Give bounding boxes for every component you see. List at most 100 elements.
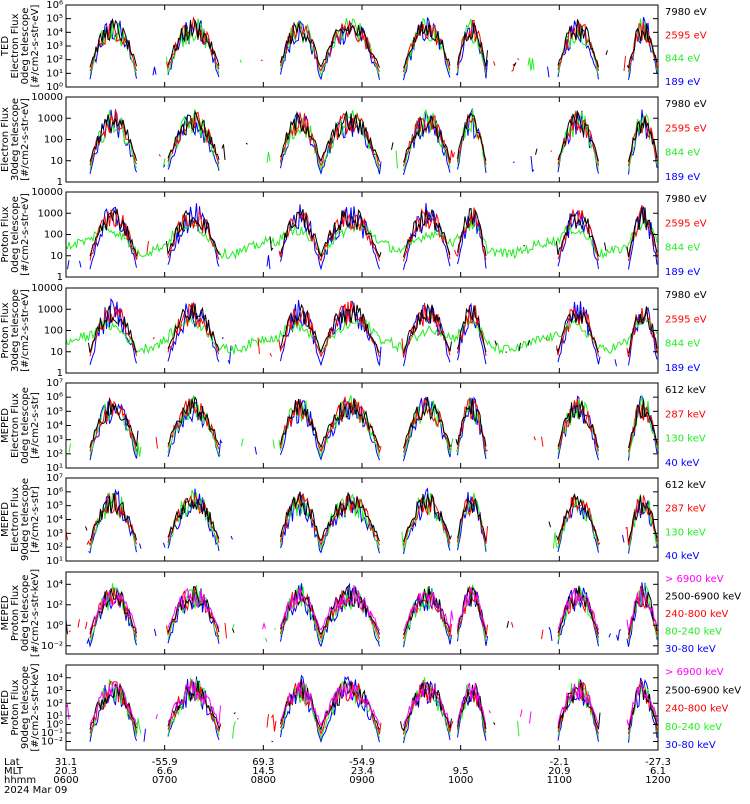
y-tick-label: 1000 bbox=[38, 208, 63, 219]
legend-entry: 80-240 keV bbox=[665, 627, 722, 638]
legend-entry: 80-240 keV bbox=[665, 722, 722, 733]
y-tick-label: 1 bbox=[57, 272, 63, 283]
legend-entry: 7980 eV bbox=[665, 7, 707, 18]
y-axis-label: MEPED bbox=[0, 595, 11, 630]
y-tick-label: 10² bbox=[46, 449, 63, 460]
y-tick-label: 10⁴ bbox=[46, 515, 63, 526]
y-axis-label: [#/cm2-s-str-keV] bbox=[30, 663, 41, 751]
y-tick-label: 100 bbox=[44, 230, 63, 241]
y-tick-label: 10¹ bbox=[46, 556, 63, 567]
y-axis-label: [#/cm2-s-str-keV] bbox=[30, 569, 41, 657]
series-trace bbox=[89, 395, 658, 449]
y-axis-label: MEPED bbox=[0, 408, 11, 443]
hhmm-label: hhmm bbox=[4, 775, 36, 786]
legend-entry: 287 keV bbox=[665, 409, 706, 420]
legend-entry: 287 keV bbox=[665, 504, 706, 515]
y-tick-label: 10⁴ bbox=[46, 673, 63, 684]
panel-frame bbox=[65, 287, 659, 374]
y-tick-label: 10⁻² bbox=[41, 641, 63, 652]
legend-entry: 844 eV bbox=[665, 339, 700, 350]
lat-value: -54.9 bbox=[349, 757, 375, 768]
y-axis-label: 0deg telescope bbox=[20, 8, 31, 85]
y-axis-label: Electron Flux bbox=[10, 393, 21, 458]
y-tick-label: 100 bbox=[44, 326, 63, 337]
series-trace bbox=[65, 314, 658, 355]
series-trace bbox=[89, 587, 658, 632]
panel-3: 1 10 100 1000 10000 Proton Flux 0deg telescope… bbox=[0, 187, 707, 283]
legend-entry: 130 keV bbox=[665, 434, 706, 445]
panel-5: 10¹ 10² 10³ 10⁴ 10⁵ 10⁶ 10⁷ MEPED Electron Flux 0… bbox=[0, 378, 706, 474]
y-axis-label: [#/cm2-s-str-eV] bbox=[20, 289, 31, 372]
legend-entry: 7980 eV bbox=[665, 99, 707, 110]
y-axis-label: Proton Flux bbox=[10, 585, 21, 641]
legend-entry: 30-80 keV bbox=[665, 644, 716, 655]
mlt-value: 23.4 bbox=[351, 766, 373, 777]
y-axis-label: [#/cm2-s-str-eV] bbox=[30, 5, 41, 88]
legend-entry: 612 keV bbox=[665, 385, 706, 396]
date-label: 2024 Mar 09 bbox=[4, 785, 67, 796]
lat-value: -27.3 bbox=[645, 757, 671, 768]
y-tick-label: 1000 bbox=[38, 304, 63, 315]
y-tick-label: 10 bbox=[50, 156, 63, 167]
y-tick-label: 10 bbox=[50, 251, 63, 262]
mlt-value: 20.3 bbox=[55, 766, 77, 777]
y-axis-label: 30deg telescope bbox=[10, 98, 21, 181]
hhmm-value: 0700 bbox=[152, 775, 177, 786]
y-axis-label: [#/cm2-s-str] bbox=[30, 486, 41, 553]
lat-value: -2.1 bbox=[550, 757, 570, 768]
y-tick-label: 10⁴ bbox=[46, 421, 63, 432]
series-trace bbox=[65, 585, 658, 636]
y-tick-label: 1 bbox=[57, 177, 63, 188]
legend-entry: 130 keV bbox=[665, 527, 706, 538]
y-tick-label: 10⁰ bbox=[46, 82, 63, 93]
y-axis-label: Electron Flux bbox=[10, 487, 21, 552]
y-tick-label: 10 bbox=[50, 347, 63, 358]
y-axis-label: [#/cm2-s-str-eV] bbox=[20, 193, 31, 276]
y-axis-label: MEPED bbox=[0, 502, 11, 537]
y-tick-label: 10³ bbox=[46, 41, 63, 52]
y-axis-label: Proton Flux bbox=[10, 679, 21, 735]
mlt-value: 20.9 bbox=[548, 766, 570, 777]
y-tick-label: 1000 bbox=[38, 113, 63, 124]
y-tick-label: 10⁴ bbox=[46, 27, 63, 38]
legend-entry: 844 eV bbox=[665, 54, 700, 65]
y-axis-label: Proton Flux bbox=[0, 206, 11, 262]
mlt-value: 9.5 bbox=[453, 766, 469, 777]
legend-entry: > 6900 keV bbox=[665, 667, 724, 678]
y-tick-label: 10⁻¹ bbox=[41, 728, 63, 739]
y-axis-label: Proton Flux bbox=[0, 302, 11, 358]
y-axis-label: 0deg telescope bbox=[20, 387, 31, 464]
series-trace bbox=[67, 203, 658, 271]
hhmm-value: 0900 bbox=[349, 775, 374, 786]
series-trace bbox=[85, 491, 658, 542]
hhmm-value: 0600 bbox=[53, 775, 78, 786]
y-tick-label: 10³ bbox=[46, 686, 63, 697]
y-axis-label: 0deg telescope bbox=[20, 575, 31, 652]
y-tick-label: 10⁰ bbox=[46, 620, 63, 631]
legend-entry: 40 keV bbox=[665, 551, 699, 562]
legend-entry: > 6900 keV bbox=[665, 574, 724, 585]
y-axis-label: Electron Flux bbox=[0, 107, 11, 172]
y-axis-label: 30deg telescope bbox=[10, 289, 21, 372]
y-tick-label: 10⁷ bbox=[46, 473, 63, 484]
panel-frame bbox=[65, 382, 659, 469]
legend-entry: 189 eV bbox=[665, 363, 700, 374]
y-axis-label: MEPED bbox=[0, 690, 11, 725]
legend-entry: 40 keV bbox=[665, 458, 699, 469]
y-tick-label: 10² bbox=[46, 542, 63, 553]
y-tick-label: 10⁵ bbox=[46, 14, 63, 25]
y-tick-label: 10000 bbox=[31, 92, 63, 103]
legend-entry: 2500-6900 keV bbox=[665, 592, 741, 603]
legend-entry: 189 eV bbox=[665, 172, 700, 183]
y-tick-label: 10⁴ bbox=[46, 579, 63, 590]
series-trace bbox=[89, 207, 658, 259]
lat-value: 31.1 bbox=[55, 757, 77, 768]
hhmm-value: 1000 bbox=[448, 775, 473, 786]
hhmm-value: 0800 bbox=[251, 775, 276, 786]
y-tick-label: 10⁷ bbox=[46, 378, 63, 389]
y-tick-label: 10⁵ bbox=[46, 406, 63, 417]
lat-label: Lat bbox=[4, 757, 20, 768]
panel-frame bbox=[65, 4, 659, 88]
y-tick-label: 10000 bbox=[31, 283, 63, 294]
